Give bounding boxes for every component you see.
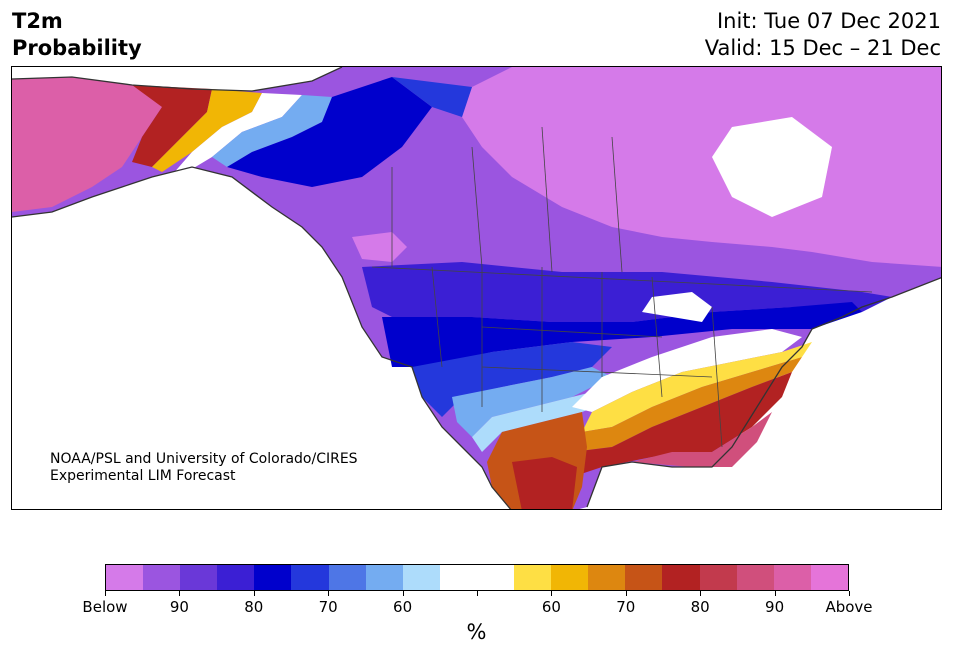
credit-text: NOAA/PSL and University of Colorado/CIRE… bbox=[50, 451, 358, 485]
colorbar-tick bbox=[625, 591, 627, 596]
region-southeast-magenta bbox=[632, 412, 772, 467]
colorbar-segment bbox=[476, 565, 515, 590]
colorbar-label: 60 bbox=[393, 598, 413, 616]
colorbar-tick bbox=[774, 591, 776, 596]
colorbar-labels: Below 90 80 70 60 60 70 80 90 Above bbox=[0, 598, 953, 618]
coastline bbox=[12, 67, 941, 509]
colorbar-label: Above bbox=[825, 598, 873, 616]
colorbar-segment bbox=[810, 565, 848, 590]
title-product: Probability bbox=[12, 36, 142, 60]
colorbar-label: 90 bbox=[169, 598, 189, 616]
colorbar-segment bbox=[773, 565, 811, 590]
colorbar-tick bbox=[551, 591, 553, 596]
colorbar-tick bbox=[477, 591, 478, 596]
region-nwt-indigo bbox=[392, 77, 472, 117]
colorbar-tick bbox=[253, 591, 255, 596]
colorbar-tick bbox=[849, 591, 850, 596]
region-southwest-blue bbox=[412, 342, 612, 417]
region-bc-magenta bbox=[352, 232, 407, 262]
colorbar-tick bbox=[402, 591, 404, 596]
colorbar-segment bbox=[588, 565, 626, 590]
title-variable: T2m bbox=[12, 9, 63, 33]
colorbar-label: 60 bbox=[541, 598, 561, 616]
colorbar-label: 80 bbox=[244, 598, 264, 616]
colorbar-segment bbox=[328, 565, 366, 590]
colorbar-segment bbox=[439, 565, 477, 590]
colorbar-segment bbox=[254, 565, 292, 590]
colorbar bbox=[105, 564, 849, 591]
hudson-bay bbox=[712, 117, 832, 217]
region-alaska bbox=[12, 77, 172, 212]
region-nwt-blue bbox=[227, 77, 432, 187]
region-east-orange bbox=[572, 357, 802, 452]
political-borders bbox=[371, 126, 873, 448]
colorbar-segment bbox=[699, 565, 737, 590]
great-lakes bbox=[642, 292, 712, 322]
colorbar-ticks bbox=[0, 591, 953, 597]
colorbar-segment bbox=[402, 565, 440, 590]
colorbar-label: 70 bbox=[318, 598, 338, 616]
colorbar-tick bbox=[179, 591, 181, 596]
probability-map: NOAA/PSL and University of Colorado/CIRE… bbox=[11, 66, 942, 510]
colorbar-segment bbox=[106, 565, 144, 590]
region-yukon-white bbox=[172, 93, 302, 175]
colorbar-unit: % bbox=[466, 620, 487, 644]
colorbar-segment bbox=[143, 565, 181, 590]
colorbar-segment bbox=[180, 565, 218, 590]
map-canvas bbox=[12, 67, 941, 509]
colorbar-segment bbox=[217, 565, 255, 590]
colorbar-segment bbox=[291, 565, 329, 590]
colorbar-label: Below bbox=[82, 598, 128, 616]
credit-line1: NOAA/PSL and University of Colorado/CIRE… bbox=[50, 451, 358, 467]
colorbar-segment bbox=[662, 565, 700, 590]
forecast-dates: Init: Tue 07 Dec 2021 Valid: 15 Dec – 21… bbox=[705, 8, 941, 62]
colorbar-segment bbox=[551, 565, 589, 590]
region-alaska-red bbox=[132, 85, 212, 167]
region-east-yellow bbox=[582, 342, 812, 432]
colorbar-label: 90 bbox=[765, 598, 785, 616]
region-canada-magenta bbox=[462, 67, 941, 267]
credit-line2: Experimental LIM Forecast bbox=[50, 468, 236, 484]
colorbar-segment bbox=[365, 565, 403, 590]
region-east-white bbox=[572, 329, 802, 412]
colorbar-tick bbox=[328, 591, 330, 596]
region-yukon-lightblue bbox=[212, 95, 332, 167]
colorbar-segment bbox=[625, 565, 663, 590]
region-southwest-lightblue bbox=[452, 367, 612, 437]
valid-dates: Valid: 15 Dec – 21 Dec bbox=[704, 36, 941, 60]
colorbar-tick bbox=[105, 591, 106, 596]
region-southeast-red bbox=[572, 372, 792, 477]
colorbar-label: 70 bbox=[616, 598, 636, 616]
colorbar-segment bbox=[736, 565, 774, 590]
region-mexico-deepred bbox=[512, 457, 577, 509]
colorbar-segment bbox=[514, 565, 552, 590]
region-us-north-indigo bbox=[362, 262, 892, 322]
colorbar-tick bbox=[700, 591, 702, 596]
init-date: Init: Tue 07 Dec 2021 bbox=[716, 9, 941, 33]
map-title: T2m Probability bbox=[12, 8, 142, 62]
colorbar-label: 80 bbox=[690, 598, 710, 616]
region-alaska-orange bbox=[152, 89, 262, 172]
